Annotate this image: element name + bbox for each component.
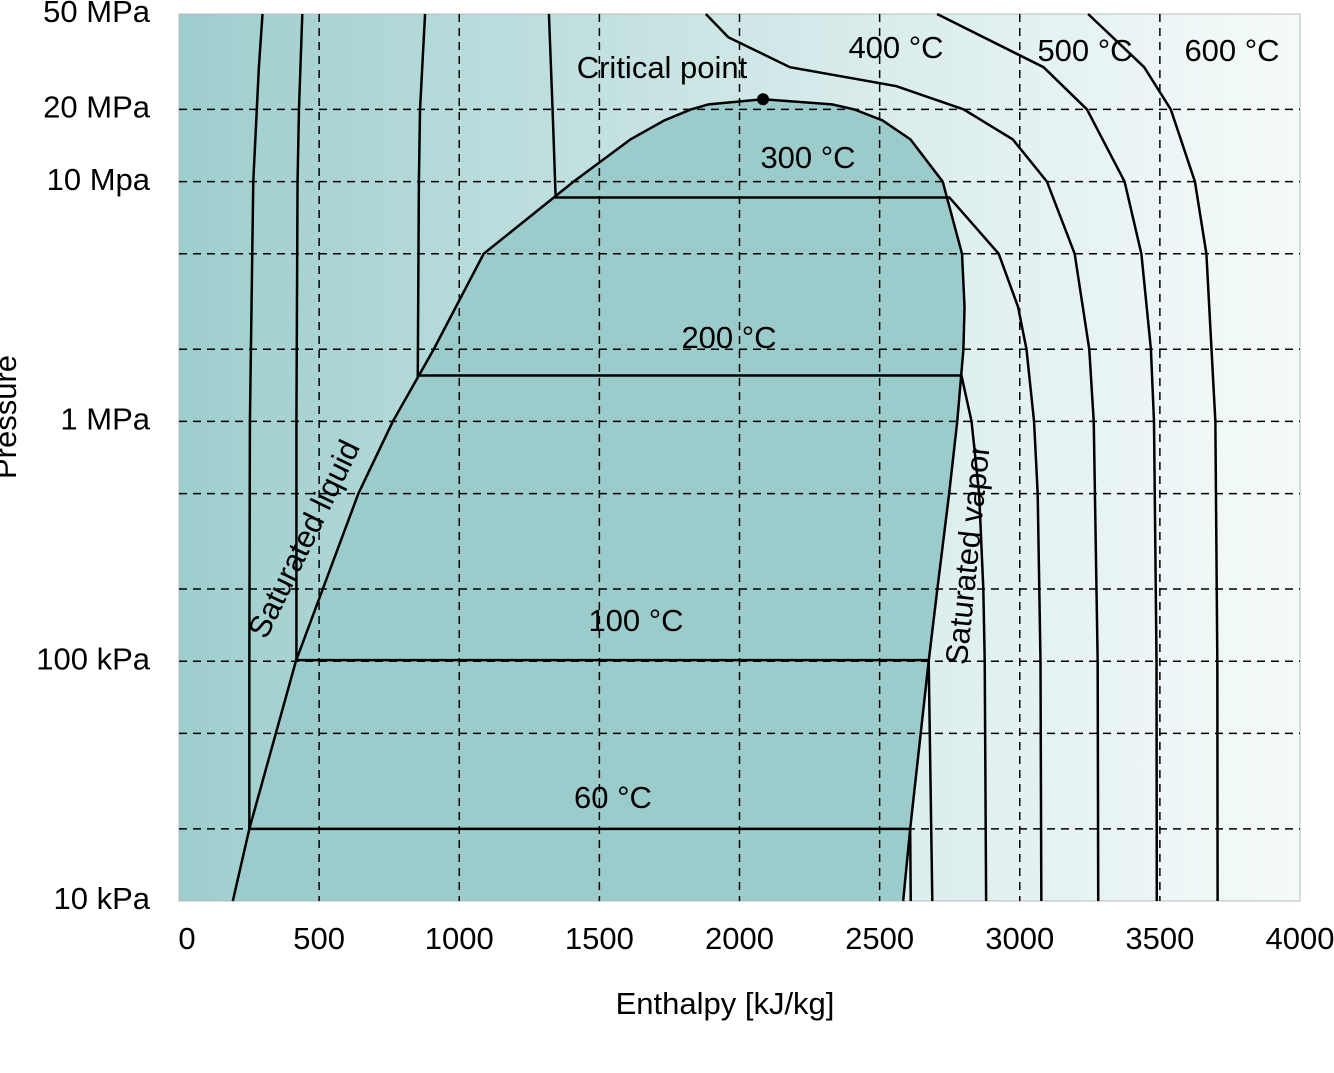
isotherm bbox=[248, 13, 912, 902]
isotherm bbox=[295, 13, 934, 902]
isotherm-label: 500 °C bbox=[1037, 33, 1132, 68]
isotherm-label: 200 °C bbox=[681, 320, 776, 355]
saturation-curve bbox=[762, 97, 966, 902]
y-tick-label: 100 kPa bbox=[36, 641, 151, 676]
x-tick-label: 0 bbox=[178, 921, 195, 956]
critical-point bbox=[757, 93, 770, 106]
isotherm-label: 60 °C bbox=[574, 780, 652, 815]
critical-point-label: Critical point bbox=[577, 50, 748, 85]
x-tick-label: 3500 bbox=[1125, 921, 1194, 956]
y-tick-label: 10 kPa bbox=[53, 881, 150, 916]
x-tick-label: 3000 bbox=[985, 921, 1054, 956]
y-tick-label: 50 MPa bbox=[43, 0, 151, 29]
y-tick-label: 1 MPa bbox=[60, 402, 150, 437]
two-phase-region bbox=[232, 99, 965, 901]
lines-layer bbox=[231, 12, 1219, 902]
isotherm bbox=[1087, 13, 1219, 902]
isotherm bbox=[936, 12, 1159, 902]
y-tick-label: 10 Mpa bbox=[47, 162, 151, 197]
x-axis-label: Enthalpy [kJ/kg] bbox=[616, 986, 835, 1021]
isotherm-label: 400 °C bbox=[848, 30, 943, 65]
isotherm-label: 300 °C bbox=[760, 140, 855, 175]
isotherm-label: 100 °C bbox=[588, 603, 683, 638]
x-tick-label: 4000 bbox=[1266, 921, 1334, 956]
x-tick-label: 2000 bbox=[705, 921, 774, 956]
dome-layer bbox=[232, 99, 965, 901]
isotherm bbox=[704, 13, 1100, 902]
x-tick-label: 1000 bbox=[425, 921, 494, 956]
x-tick-label: 500 bbox=[293, 921, 345, 956]
y-axis-label: Pressure bbox=[0, 355, 23, 479]
y-tick-label: 20 MPa bbox=[43, 90, 151, 125]
isotherm-label: 600 °C bbox=[1184, 33, 1279, 68]
isotherm bbox=[547, 13, 1043, 902]
x-tick-label: 1500 bbox=[565, 921, 634, 956]
x-tick-label: 2500 bbox=[845, 921, 914, 956]
isotherm bbox=[416, 13, 988, 902]
